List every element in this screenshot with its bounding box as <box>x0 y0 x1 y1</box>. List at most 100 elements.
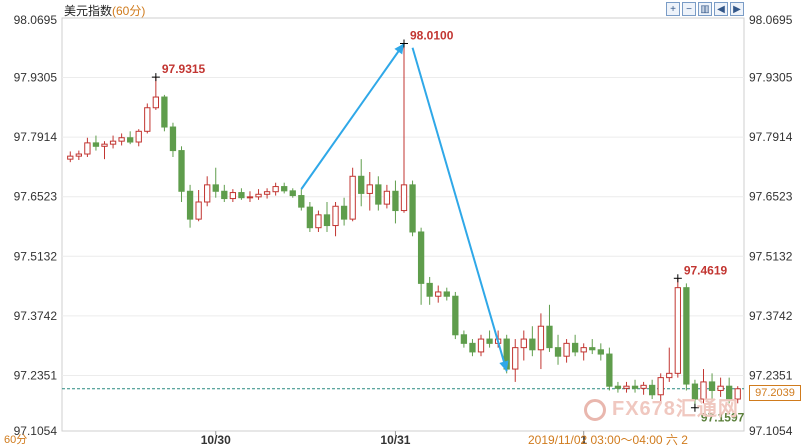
candle-body <box>375 184 382 205</box>
zoom-in-icon[interactable]: + <box>666 2 680 16</box>
extreme-value-label: 97.9315 <box>162 62 206 76</box>
trend-arrow-line <box>411 47 508 372</box>
watermark-logo-icon <box>584 398 606 421</box>
candle-body <box>409 184 416 233</box>
candle-body <box>571 342 579 353</box>
candle-body <box>486 338 493 344</box>
candle-body <box>460 334 468 344</box>
y-tick-label-right: 97.9305 <box>749 71 793 85</box>
candle-body <box>580 347 587 353</box>
candle-body <box>204 184 211 203</box>
candle-body <box>435 291 442 297</box>
y-tick-label-left: 97.1054 <box>14 424 58 438</box>
candle-body <box>512 347 519 370</box>
candle-body <box>118 137 125 142</box>
last-price-label: 97.2039 <box>749 385 801 401</box>
candle-body <box>589 347 596 351</box>
candle-body <box>554 347 562 357</box>
candle-body <box>717 385 724 391</box>
candle-body <box>734 388 741 400</box>
candle-body <box>101 143 108 147</box>
candle-body <box>127 137 134 143</box>
extreme-value-label: 98.0100 <box>410 28 454 42</box>
y-tick-label-right: 97.7914 <box>749 130 793 144</box>
candle-body <box>84 142 91 155</box>
y-tick-label-left: 97.5132 <box>14 249 58 263</box>
candle-body <box>221 190 228 200</box>
candle-body <box>272 186 279 193</box>
candle-body <box>452 295 459 336</box>
candle-body <box>152 96 160 109</box>
candle-body <box>648 384 656 396</box>
chart-type-icon[interactable]: ▥ <box>698 2 712 16</box>
candle-body <box>323 214 331 227</box>
candle-body <box>92 142 100 147</box>
candle-body <box>529 338 536 351</box>
candle-body <box>400 184 408 212</box>
candle-body <box>332 205 339 227</box>
y-tick-label-right: 98.0695 <box>749 13 793 27</box>
candle-body <box>169 126 177 152</box>
trend-arrow-head <box>394 43 404 55</box>
candle-body <box>631 385 639 389</box>
y-tick-label-right: 97.2351 <box>749 368 793 382</box>
y-tick-label-left: 98.0695 <box>14 13 58 27</box>
candle-body <box>144 107 151 132</box>
candle-body <box>520 338 527 349</box>
candle-body <box>426 282 433 297</box>
candle-body <box>289 190 296 197</box>
candle-body <box>597 349 604 355</box>
candle-body <box>135 130 142 143</box>
y-tick-label-left: 97.7914 <box>14 130 58 144</box>
watermark: FX678汇通网 <box>584 392 739 421</box>
candle-body <box>708 381 716 391</box>
interval-label: (60分) <box>112 4 146 18</box>
candle-body <box>229 192 237 200</box>
watermark-text: FX678汇通网 <box>612 398 739 420</box>
candle-body <box>383 190 391 205</box>
candle-body <box>255 193 262 198</box>
trend-arrow-head <box>499 360 509 372</box>
candle-body <box>640 384 647 389</box>
candle-body <box>358 175 365 194</box>
instrument-name: 美元指数 <box>64 4 113 18</box>
candle-body <box>109 140 117 145</box>
candle-body <box>666 372 673 379</box>
candle-body <box>537 325 545 351</box>
candle-body <box>246 196 254 199</box>
candle-body <box>161 96 168 128</box>
footer-time-info: 2019/11/02 03:00～04:00 六 2 <box>528 433 688 447</box>
candle-body <box>315 214 322 229</box>
x-tick-label: 10/30 <box>201 433 231 446</box>
step-forward-icon[interactable]: ▶ <box>730 2 744 16</box>
candle-body <box>75 153 82 157</box>
x-tick-label: 1 <box>580 433 587 446</box>
extreme-value-label: 97.1597 <box>701 411 745 425</box>
y-tick-label-right: 97.5132 <box>749 249 793 263</box>
candle-body <box>477 338 485 353</box>
candle-body <box>392 190 399 212</box>
candle-body <box>674 287 681 374</box>
y-tick-label-right: 97.6523 <box>749 190 793 204</box>
chart-title: 美元指数(60分) <box>64 2 145 19</box>
candle-body <box>417 231 425 284</box>
y-tick-label-right: 97.3742 <box>749 309 793 323</box>
candle-body <box>657 377 664 396</box>
zoom-out-icon[interactable]: − <box>682 2 696 16</box>
candle-body <box>306 206 314 229</box>
candle-body <box>263 191 271 195</box>
y-tick-label-left: 97.2351 <box>14 368 58 382</box>
trend-arrow-line <box>300 42 405 190</box>
y-tick-label-left: 97.9305 <box>14 71 58 85</box>
candle-body <box>67 155 74 160</box>
step-back-icon[interactable]: ◀ <box>714 2 728 16</box>
candle-body <box>195 201 202 220</box>
candle-body <box>186 190 194 220</box>
candle-body <box>563 342 570 357</box>
candle-body <box>683 287 690 385</box>
x-tick-label: 10/31 <box>380 433 410 446</box>
candle-body <box>281 186 288 192</box>
candle-body <box>212 184 219 192</box>
chart-toolbar: + − ▥ ◀ ▶ <box>666 2 744 16</box>
